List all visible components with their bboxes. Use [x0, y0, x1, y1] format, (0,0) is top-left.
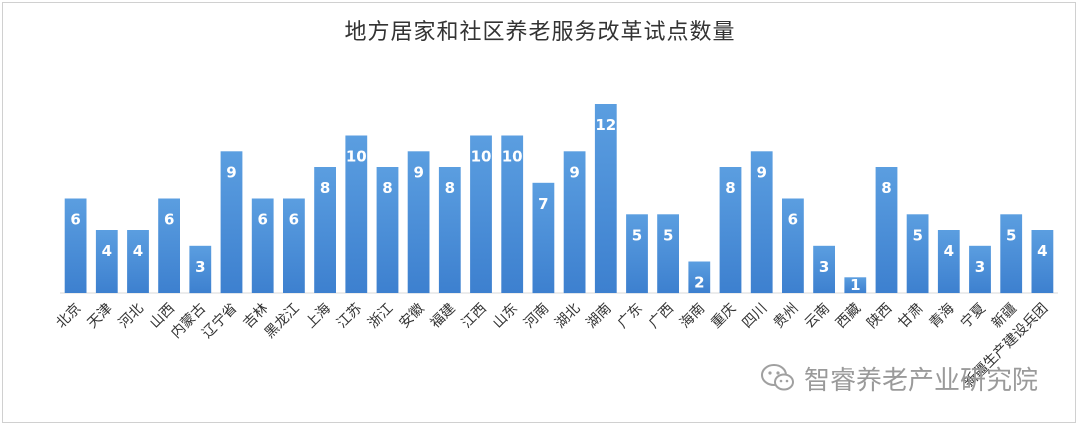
data-label-5: 9 — [226, 163, 236, 181]
bar-1 — [95, 230, 118, 293]
bar-26 — [875, 167, 898, 293]
data-label-17: 12 — [595, 116, 616, 134]
data-label-31: 4 — [1037, 242, 1047, 260]
chart-title: 地方居家和社区养老服务改革试点数量 — [344, 20, 736, 45]
bar-24 — [813, 245, 835, 294]
x-tick-label-12: 福建 — [428, 301, 459, 332]
data-label-20: 2 — [694, 274, 704, 292]
x-tick-label-10: 浙江 — [365, 301, 396, 332]
x-tick-label-24: 云南 — [802, 301, 833, 332]
x-tick-label-16: 湖北 — [552, 301, 583, 332]
bar-31 — [1031, 230, 1054, 293]
wechat-icon — [761, 364, 794, 391]
data-label-25: 1 — [850, 276, 860, 294]
bar-8 — [314, 167, 336, 293]
data-label-15: 7 — [538, 195, 548, 213]
x-tick-label-29: 宁夏 — [957, 300, 989, 332]
data-label-9: 10 — [346, 148, 367, 166]
bar-29 — [969, 245, 991, 294]
data-label-6: 6 — [257, 211, 267, 229]
data-label-8: 8 — [320, 179, 330, 197]
bar-11 — [407, 151, 430, 294]
bar-30 — [1000, 214, 1023, 294]
bar-14 — [501, 135, 524, 293]
watermark: 智睿养老产业研究院 — [760, 360, 1038, 396]
x-tick-label-13: 江西 — [459, 301, 490, 332]
data-label-10: 8 — [382, 179, 392, 197]
data-label-1: 4 — [102, 242, 112, 260]
data-label-23: 6 — [788, 211, 798, 229]
data-label-2: 4 — [133, 242, 143, 260]
x-tick-label-8: 上海 — [303, 301, 334, 332]
bar-12 — [438, 167, 461, 293]
x-tick-label-18: 广东 — [615, 301, 646, 332]
x-tick-label-14: 山东 — [490, 301, 521, 332]
data-label-7: 6 — [289, 211, 299, 229]
bar-2 — [127, 230, 149, 293]
x-tick-label-7: 黑龙江 — [262, 301, 303, 342]
data-label-27: 5 — [912, 226, 922, 244]
data-label-26: 8 — [881, 179, 891, 197]
x-tick-label-27: 甘肃 — [895, 301, 926, 332]
x-tick-label-4: 内蒙古 — [168, 301, 209, 342]
bar-22 — [750, 151, 773, 294]
x-tick-label-19: 广西 — [646, 301, 677, 332]
data-label-16: 9 — [569, 163, 579, 181]
data-label-12: 8 — [445, 179, 455, 197]
bar-16 — [563, 151, 586, 294]
x-tick-label-28: 青海 — [927, 301, 958, 332]
data-label-19: 5 — [663, 226, 673, 244]
bar-20 — [688, 261, 711, 293]
bar-21 — [719, 167, 742, 293]
data-label-29: 3 — [975, 258, 985, 276]
bar-6 — [251, 198, 274, 293]
bar-7 — [283, 198, 305, 293]
data-label-13: 10 — [471, 148, 492, 166]
data-label-11: 9 — [413, 163, 423, 181]
bar-28 — [937, 230, 960, 293]
x-tick-label-2: 河北 — [116, 301, 147, 332]
x-tick-label-9: 江苏 — [334, 301, 365, 332]
x-tick-label-0: 北京 — [53, 301, 84, 332]
x-tick-label-22: 四川 — [739, 301, 770, 332]
data-label-22: 9 — [756, 163, 766, 181]
data-label-30: 5 — [1006, 226, 1016, 244]
bar-0 — [64, 198, 87, 293]
bar-27 — [906, 214, 929, 294]
data-label-21: 8 — [725, 179, 735, 197]
x-tick-label-25: 西藏 — [833, 301, 864, 332]
x-tick-label-5: 辽宁省 — [199, 300, 241, 342]
x-tick-label-21: 重庆 — [708, 301, 739, 332]
data-label-24: 3 — [819, 258, 829, 276]
data-label-14: 10 — [502, 148, 523, 166]
x-tick-label-11: 安徽 — [396, 301, 427, 332]
bar-23 — [782, 198, 804, 293]
bar-17 — [594, 104, 617, 293]
bar-4 — [189, 245, 212, 294]
x-tick-label-1: 天津 — [85, 301, 116, 332]
bar-18 — [626, 214, 648, 294]
x-tick-label-26: 陕西 — [864, 301, 895, 332]
bar-15 — [532, 182, 555, 294]
x-tick-label-17: 湖南 — [584, 301, 615, 332]
x-tick-label-15: 河南 — [521, 301, 552, 332]
data-label-0: 6 — [70, 211, 80, 229]
data-label-3: 6 — [164, 211, 174, 229]
data-label-28: 4 — [944, 242, 954, 260]
bar-25 — [844, 277, 867, 294]
bar-19 — [657, 214, 679, 294]
x-tick-label-23: 贵州 — [771, 301, 802, 332]
bar-3 — [158, 198, 180, 293]
x-tick-label-20: 海南 — [677, 301, 708, 332]
watermark-text: 智睿养老产业研究院 — [804, 365, 1039, 396]
bar-13 — [470, 135, 492, 293]
bar-5 — [220, 151, 243, 294]
bar-10 — [376, 167, 399, 293]
bar-9 — [345, 135, 368, 293]
data-label-18: 5 — [632, 226, 642, 244]
data-label-4: 3 — [195, 258, 205, 276]
